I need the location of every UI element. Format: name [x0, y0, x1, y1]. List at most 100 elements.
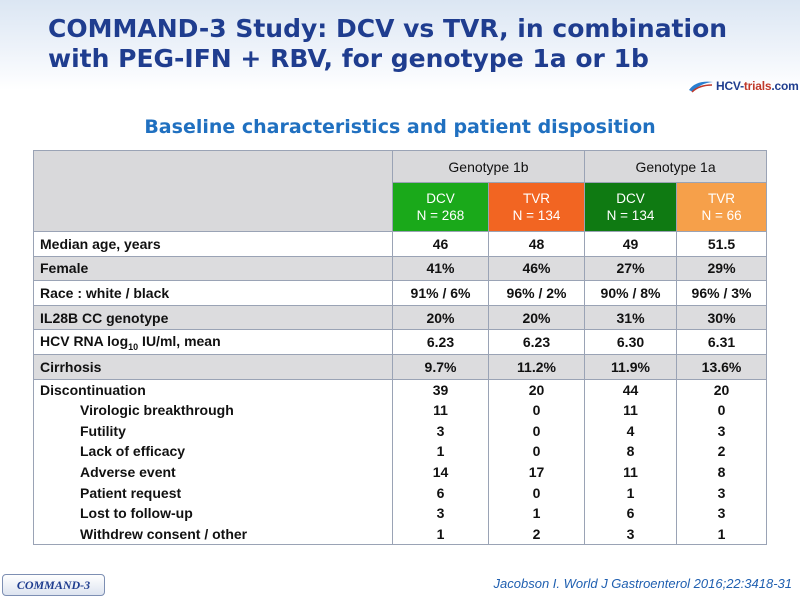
hcv-trials-logo: HCV-trials.com [688, 76, 799, 96]
cell-value: 11 [623, 402, 638, 419]
cell-value: 20% [487, 304, 586, 331]
row-label: Median age, years [33, 231, 393, 257]
cell-value: 6.23 [392, 329, 489, 355]
genotype-1a-header: Genotype 1a [584, 150, 768, 183]
cell-value: 13.6% [676, 353, 768, 380]
title-line-1: COMMAND-3 Study: DCV vs TVR, in combinat… [48, 14, 728, 43]
cell-value: 2 [532, 525, 541, 542]
cell-value: 0 [532, 484, 541, 501]
cell-value: 3 [626, 525, 635, 542]
reason-label: Virologic breakthrough [80, 402, 234, 419]
discontinuation-labels: Discontinuation Virologic breakthrough F… [33, 378, 393, 546]
cell-value: 11 [433, 402, 448, 419]
table-header-genotype-row: Genotype 1b Genotype 1a [33, 150, 768, 232]
cell-value: 8 [717, 463, 726, 480]
table-row-discontinuation: Discontinuation Virologic breakthrough F… [33, 378, 768, 546]
cell-value: 0 [532, 402, 541, 419]
cell-value: 9.7% [392, 353, 489, 380]
discontinuation-values-tvr-1b: 20 0 0 0 17 0 1 2 [487, 378, 586, 546]
row-label: HCV RNA log10 IU/ml, mean [33, 329, 393, 355]
discontinuation-values-dcv-1a: 44 11 4 8 11 1 6 3 [584, 378, 678, 546]
cell-value: 3 [436, 422, 445, 439]
arm-header-dcv-1b: DCV N = 268 [392, 182, 489, 232]
arm-name: TVR [708, 191, 736, 206]
reason-label: Adverse event [80, 463, 176, 480]
cell-value: 3 [436, 505, 445, 522]
cell-value: 6 [626, 505, 635, 522]
cell-value: 27% [584, 255, 678, 282]
reason-label: Lost to follow-up [80, 505, 193, 522]
cell-value: 29% [676, 255, 768, 282]
cell-value: 96% / 3% [676, 280, 768, 306]
arm-header-dcv-1a: DCV N = 134 [584, 182, 678, 232]
header-background [0, 0, 800, 90]
cell-value: 20 [713, 381, 730, 398]
cell-value: 31% [584, 304, 678, 331]
cell-value: 4 [626, 422, 635, 439]
table-row-female: Female 41% 46% 27% 29% [33, 255, 768, 282]
baseline-characteristics-table: Genotype 1b Genotype 1a DCV N = 268 TVR … [33, 150, 768, 546]
arm-name: TVR [523, 191, 550, 206]
cell-value: 41% [392, 255, 489, 282]
cell-value: 0 [717, 402, 726, 419]
genotype-1b-header: Genotype 1b [391, 150, 586, 183]
discontinuation-values-tvr-1a: 20 0 3 2 8 3 3 1 [676, 378, 768, 546]
cell-value: 30% [676, 304, 768, 331]
table-row-race: Race : white / black 91% / 6% 96% / 2% 9… [33, 280, 768, 306]
cell-value: 0 [532, 443, 541, 460]
slide-subtitle: Baseline characteristics and patient dis… [144, 116, 656, 138]
cell-value: 46% [487, 255, 586, 282]
cell-value: 14 [432, 463, 449, 480]
cell-value: 0 [532, 422, 541, 439]
reason-label: Withdrew consent / other [80, 525, 248, 542]
arm-name: DCV [426, 191, 455, 206]
cell-value: 49 [584, 231, 678, 257]
cell-value: 48 [487, 231, 586, 257]
row-label: Cirrhosis [33, 353, 393, 380]
cell-value: 90% / 8% [584, 280, 678, 306]
logo-swoosh-icon [689, 81, 713, 93]
row-label-text: IU/ml, mean [138, 332, 221, 349]
cell-value: 6.23 [487, 329, 586, 355]
cell-value: 1 [626, 484, 635, 501]
table-corner-cell [33, 150, 393, 232]
discontinuation-values-dcv-1b: 39 11 3 1 14 6 3 1 [392, 378, 489, 546]
arm-n: N = 268 [416, 208, 465, 223]
reason-label: Patient request [80, 484, 182, 501]
logo-text-end: .com [771, 79, 799, 93]
arm-header-tvr-1a: TVR N = 66 [676, 182, 768, 232]
cell-value: 1 [717, 525, 726, 542]
arm-header-tvr-1b: TVR N = 134 [487, 182, 586, 232]
table-header-arm-row: DCV N = 268 TVR N = 134 DCV N = 134 TVR … [34, 182, 768, 232]
cell-value: 2 [717, 443, 726, 460]
cell-value: 46 [392, 231, 489, 257]
table-row-hcv-rna: HCV RNA log10 IU/ml, mean 6.23 6.23 6.30… [33, 329, 768, 355]
logo-text-accent: trials [743, 79, 772, 93]
cell-value: 6 [436, 484, 445, 501]
reason-label: Lack of efficacy [80, 443, 186, 460]
cell-value: 20 [528, 381, 545, 398]
row-label: Race : white / black [33, 280, 393, 306]
row-label-subscript: 10 [128, 341, 139, 352]
cell-value: 1 [436, 525, 445, 542]
cell-value: 51.5 [676, 231, 768, 257]
reason-label: Futility [80, 422, 126, 439]
table-row-cirrhosis: Cirrhosis 9.7% 11.2% 11.9% 13.6% [33, 353, 768, 380]
study-badge: COMMAND-3 [2, 574, 105, 596]
cell-value: 44 [622, 381, 639, 398]
cell-value: 1 [532, 505, 541, 522]
cell-value: 3 [717, 505, 726, 522]
cell-value: 1 [436, 443, 445, 460]
cell-value: 3 [717, 484, 726, 501]
cell-value: 11.9% [584, 353, 678, 380]
cell-value: 3 [717, 422, 726, 439]
cell-value: 20% [392, 304, 489, 331]
cell-value: 11.2% [487, 353, 586, 380]
cell-value: 91% / 6% [392, 280, 489, 306]
discontinuation-label: Discontinuation [40, 381, 146, 398]
cell-value: 6.31 [676, 329, 768, 355]
arm-n: N = 66 [701, 208, 742, 223]
arm-name: DCV [616, 191, 645, 206]
arm-n: N = 134 [512, 208, 561, 223]
row-label: IL28B CC genotype [33, 304, 393, 331]
